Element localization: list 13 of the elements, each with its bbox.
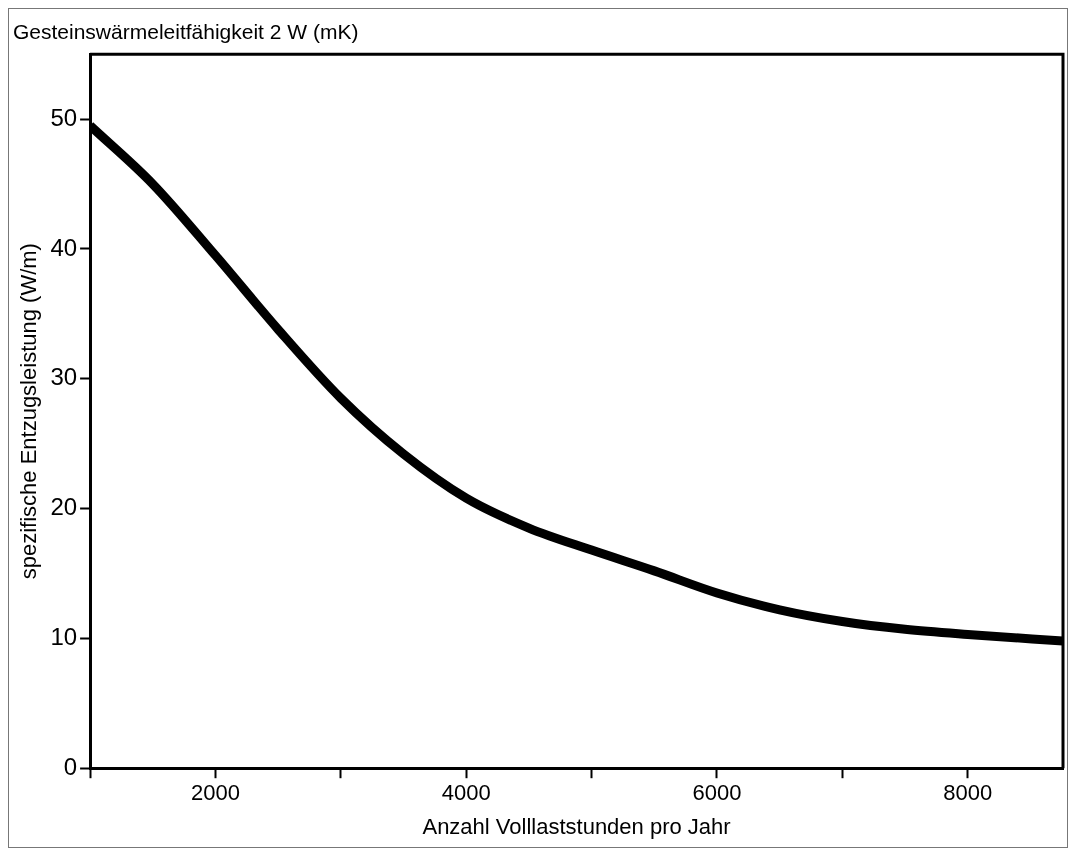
x-tick-label: 4000 xyxy=(441,780,491,806)
x-tick-label: 8000 xyxy=(943,780,993,806)
y-tick-label: 20 xyxy=(50,493,78,521)
y-tick-label: 40 xyxy=(50,233,78,261)
x-axis-title: Anzahl Volllaststunden pro Jahr xyxy=(422,813,731,839)
x-tick-label: 6000 xyxy=(692,780,742,806)
y-tick-label: 30 xyxy=(50,363,78,391)
chart-title: Gesteinswärmeleitfähigkeit 2 W (mK) xyxy=(13,20,359,44)
y-tick-label: 0 xyxy=(63,752,78,780)
y-axis-title: spezifische Entzugsleistung (W/m) xyxy=(16,243,42,580)
x-tick-label: 2000 xyxy=(190,780,240,806)
y-tick-label: 10 xyxy=(50,623,78,651)
y-tick-label: 50 xyxy=(50,103,78,131)
